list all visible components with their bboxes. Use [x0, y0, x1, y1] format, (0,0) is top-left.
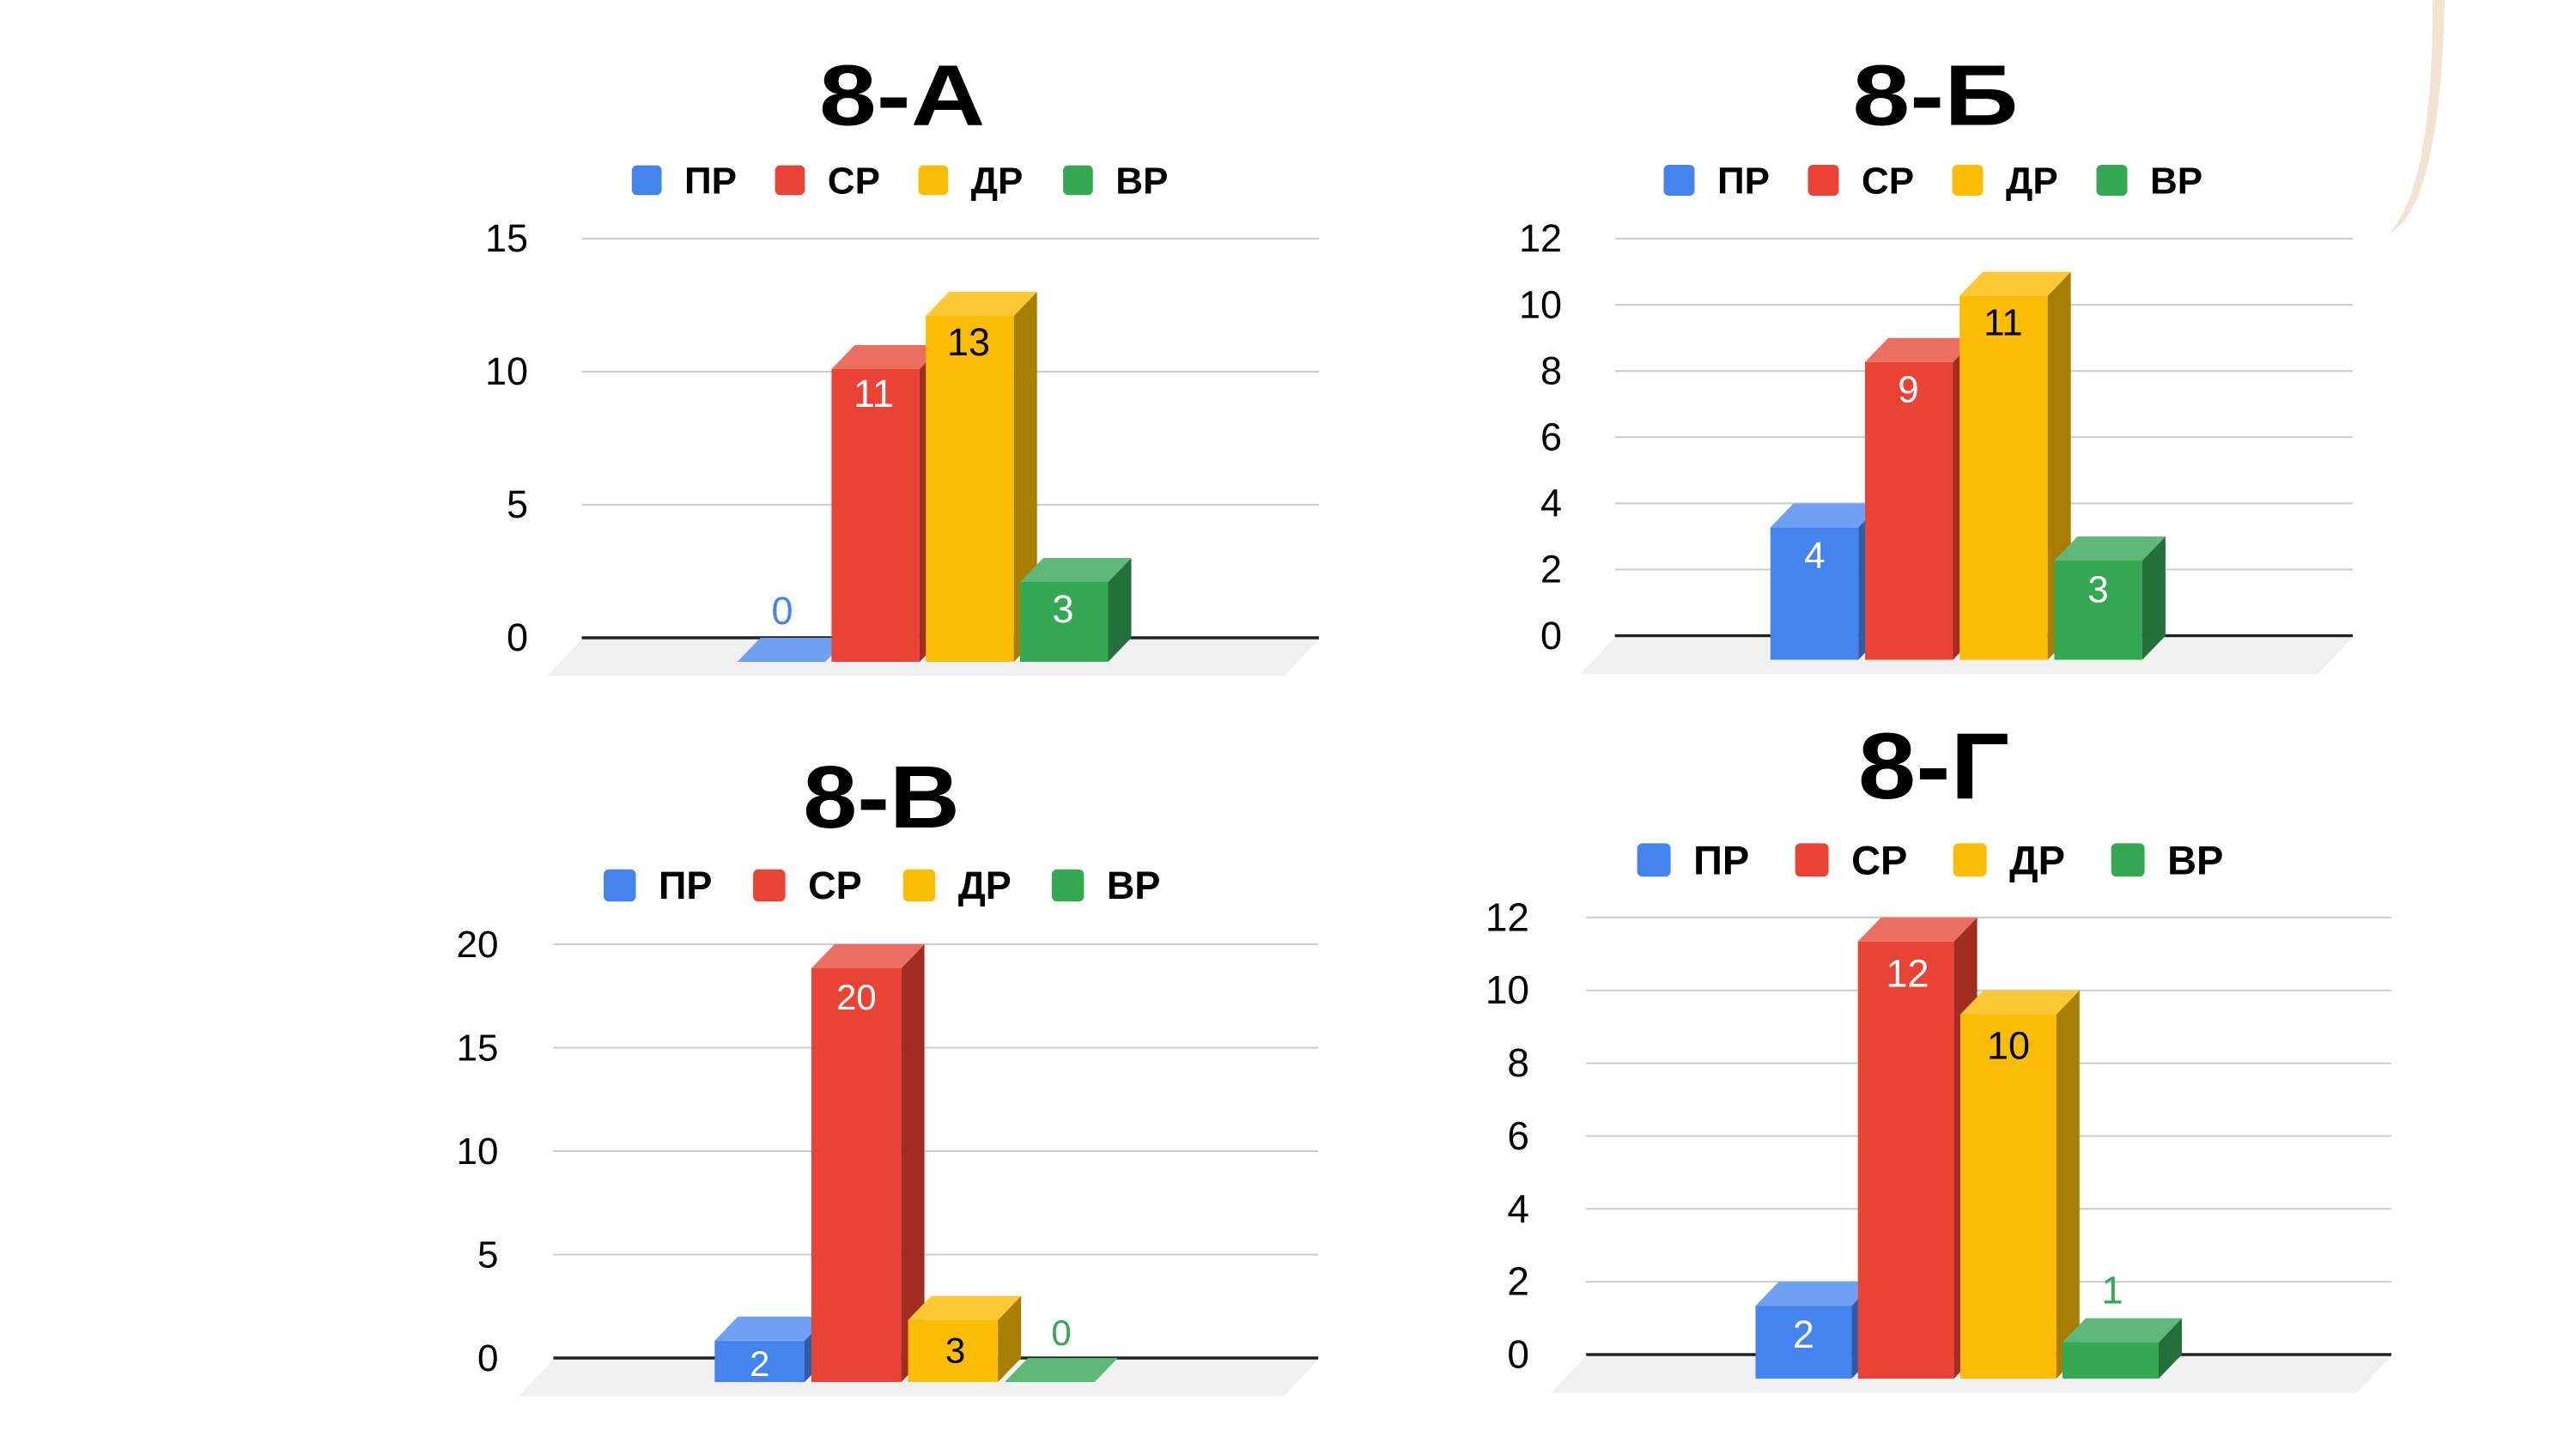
svg-text:10: 10 — [1485, 967, 1529, 1012]
svg-text:ВР: ВР — [2167, 837, 2223, 882]
svg-text:ВР: ВР — [1115, 160, 1168, 202]
svg-text:8: 8 — [1507, 1040, 1529, 1085]
svg-text:0: 0 — [477, 1337, 498, 1379]
svg-text:8-А: 8-А — [819, 48, 985, 143]
svg-text:5: 5 — [477, 1234, 498, 1276]
svg-text:ПР: ПР — [659, 864, 712, 907]
svg-text:15: 15 — [457, 1027, 499, 1069]
svg-text:3: 3 — [1052, 587, 1073, 631]
svg-text:12: 12 — [1519, 216, 1562, 260]
svg-text:0: 0 — [1507, 1332, 1529, 1377]
svg-text:6: 6 — [1507, 1113, 1529, 1158]
svg-text:8-Б: 8-Б — [1853, 48, 2019, 143]
svg-text:4: 4 — [1540, 482, 1562, 525]
svg-text:13: 13 — [947, 320, 990, 364]
svg-text:0: 0 — [507, 615, 528, 659]
svg-text:СР: СР — [828, 160, 880, 202]
svg-text:ВР: ВР — [1107, 864, 1161, 907]
svg-text:ВР: ВР — [2150, 160, 2202, 202]
svg-text:8-В: 8-В — [803, 748, 960, 846]
svg-text:СР: СР — [1862, 160, 1914, 202]
svg-text:ПР: ПР — [684, 160, 737, 202]
svg-text:СР: СР — [1851, 837, 1907, 882]
svg-text:20: 20 — [457, 924, 499, 966]
svg-text:2: 2 — [1507, 1259, 1529, 1304]
svg-text:0: 0 — [771, 589, 793, 633]
svg-text:ДР: ДР — [958, 864, 1012, 907]
svg-text:4: 4 — [1804, 535, 1825, 577]
svg-text:ДР: ДР — [971, 160, 1024, 202]
svg-text:9: 9 — [1898, 368, 1918, 410]
svg-text:12: 12 — [1886, 952, 1929, 996]
svg-text:10: 10 — [485, 349, 528, 393]
svg-text:2: 2 — [750, 1343, 769, 1384]
svg-text:СР: СР — [808, 864, 862, 907]
svg-text:15: 15 — [485, 216, 528, 260]
svg-text:11: 11 — [1984, 301, 2023, 343]
svg-text:10: 10 — [1987, 1024, 2030, 1068]
svg-text:ДР: ДР — [2006, 160, 2058, 202]
svg-text:3: 3 — [2087, 568, 2108, 610]
svg-text:12: 12 — [1485, 894, 1529, 939]
svg-text:4: 4 — [1507, 1186, 1529, 1231]
svg-text:8: 8 — [1540, 349, 1562, 392]
svg-text:0: 0 — [1051, 1313, 1071, 1353]
svg-text:10: 10 — [1519, 282, 1562, 326]
svg-text:5: 5 — [507, 482, 528, 526]
svg-text:6: 6 — [1540, 415, 1562, 459]
svg-text:1: 1 — [2101, 1269, 2123, 1313]
svg-text:ПР: ПР — [1693, 837, 1749, 882]
svg-text:0: 0 — [1540, 614, 1562, 658]
svg-text:3: 3 — [945, 1330, 965, 1370]
svg-text:11: 11 — [854, 372, 894, 415]
svg-text:10: 10 — [457, 1131, 499, 1173]
svg-text:8-Г: 8-Г — [1858, 712, 2009, 819]
svg-text:ДР: ДР — [2009, 837, 2065, 882]
svg-text:2: 2 — [1793, 1313, 1814, 1356]
svg-text:20: 20 — [836, 977, 877, 1017]
svg-text:ПР: ПР — [1717, 160, 1770, 202]
svg-text:2: 2 — [1540, 548, 1562, 591]
